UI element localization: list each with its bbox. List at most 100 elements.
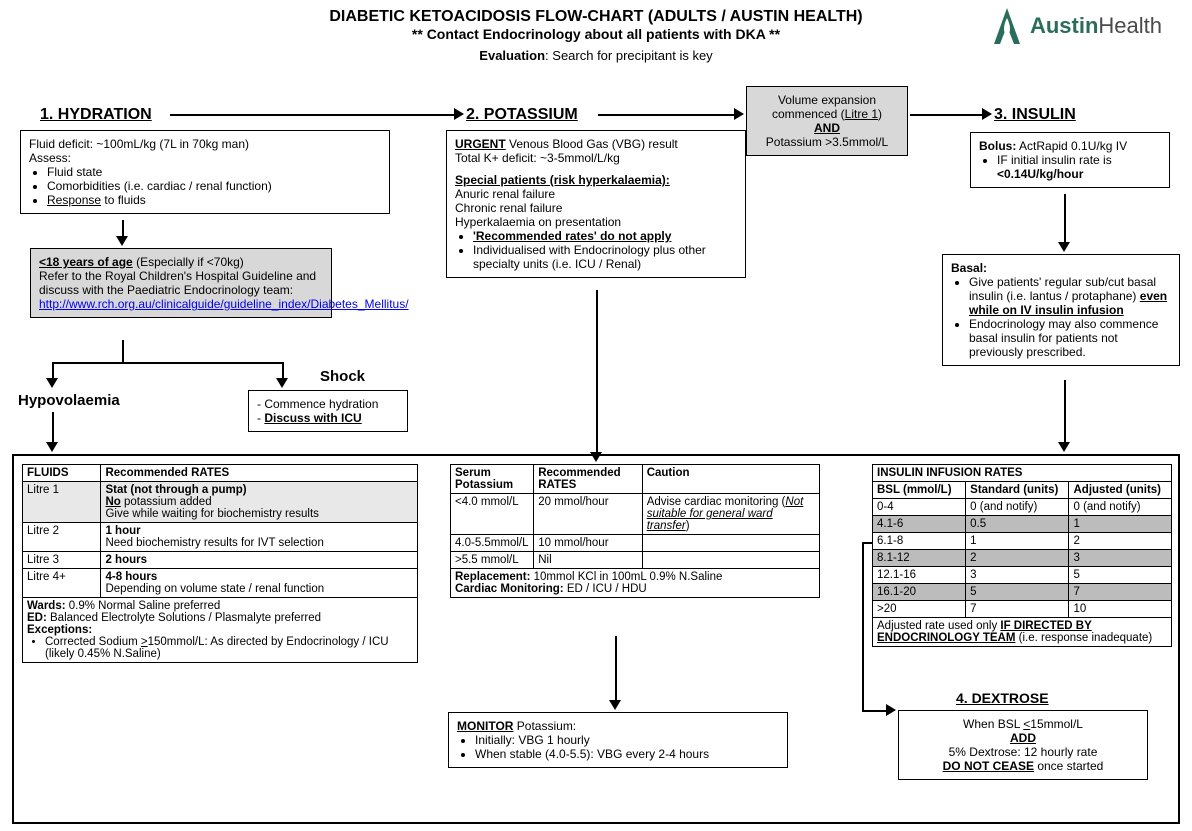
arrowhead-1-to-2 — [454, 108, 464, 120]
arrow-2-to-gate — [598, 114, 736, 116]
fluids-footer: Wards: 0.9% Normal Saline preferred ED: … — [23, 598, 418, 663]
fluids-h2: Recommended RATES — [101, 465, 418, 482]
potassium-sp-b2: Individualised with Endocrinology plus o… — [473, 243, 737, 271]
insulin-cell: 0 (and notify) — [966, 499, 1069, 516]
k-r1c1: <4.0 mmol/L — [451, 494, 534, 535]
potassium-sp3: Hyperkalaemia on presentation — [455, 215, 737, 229]
hydration-b1: Fluid state — [47, 165, 381, 179]
insulin-cell: >20 — [873, 601, 966, 618]
dextrose-box: When BSL <15mmol/L ADD 5% Dextrose: 12 h… — [898, 710, 1148, 780]
k-r3c2: Nil — [534, 552, 642, 569]
hydration-b3: Response to fluids — [47, 193, 381, 207]
arrow-split-h — [52, 362, 282, 364]
u18-l2: Refer to the Royal Children's Hospital G… — [39, 269, 323, 297]
fluids-r3c1: Litre 3 — [23, 552, 101, 569]
logo-sub: Health — [1098, 13, 1162, 38]
arrow-1-to-2 — [170, 114, 456, 116]
monitor-box: MONITOR Potassium: Initially: VBG 1 hour… — [448, 712, 788, 768]
k-h2: Recommended RATES — [534, 465, 642, 494]
insulin-cell: 0-4 — [873, 499, 966, 516]
k-r2c3 — [642, 535, 819, 552]
dextrose-l2: 5% Dextrose: 12 hourly rate — [907, 745, 1139, 759]
insulin-cell: 5 — [1069, 567, 1172, 584]
hypovolaemia-label: Hypovolaemia — [18, 392, 120, 409]
potassium-sp1: Anuric renal failure — [455, 187, 737, 201]
insulin-cell: 3 — [966, 567, 1069, 584]
arrow-hypo-down — [52, 412, 54, 444]
k-r2c2: 10 mmol/hour — [534, 535, 642, 552]
fluids-r1c2: Stat (not through a pump) No potassium a… — [101, 482, 418, 523]
under18-box: <18 years of age (Especially if <70kg) R… — [30, 248, 332, 318]
arrowhead-2-to-gate — [734, 108, 744, 120]
fluids-r1c1: Litre 1 — [23, 482, 101, 523]
k-r3c3 — [642, 552, 819, 569]
insulin-cell: 0.5 — [966, 516, 1069, 533]
arrowhead-gate-to-3 — [982, 108, 992, 120]
austin-logo-icon — [990, 6, 1024, 46]
insulin-cell: 12.1-16 — [873, 567, 966, 584]
potassium-sp-b1: 'Recommended rates' do not apply — [473, 229, 737, 243]
k-h1: Serum Potassium — [451, 465, 534, 494]
arrowhead-k-monitor — [609, 700, 621, 710]
ins-h1: BSL (mmol/L) — [873, 482, 966, 499]
arrowhead-split-right — [276, 378, 288, 388]
arrow-potassium-down — [596, 290, 598, 454]
fluids-table: FLUIDSRecommended RATES Litre 1 Stat (no… — [22, 464, 418, 663]
insulin-table-footer: Adjusted rate used only IF DIRECTED BY E… — [873, 618, 1172, 647]
arrow-ins-dex-h — [862, 710, 888, 712]
insulin-cell: 2 — [1069, 533, 1172, 550]
arrowhead-split-left — [46, 378, 58, 388]
basal-label: Basal: — [951, 261, 987, 275]
hydration-assess: Assess: — [29, 151, 381, 165]
gate-box: Volume expansion commenced (Litre 1) AND… — [746, 86, 908, 156]
arrow-k-monitor — [615, 636, 617, 702]
insulin-table: INSULIN INFUSION RATES BSL (mmol/L)Stand… — [872, 464, 1172, 647]
arrow-bolus-basal — [1064, 194, 1066, 244]
fluids-h1: FLUIDS — [23, 465, 101, 482]
evaluation-line: Evaluation: Search for precipitant is ke… — [0, 48, 1192, 63]
fluids-r4c1: Litre 4+ — [23, 569, 101, 598]
insulin-cell: 1 — [1069, 516, 1172, 533]
section-3-insulin: 3. INSULIN — [994, 106, 1076, 124]
u18-rest: (Especially if <70kg) — [133, 255, 244, 269]
potassium-box: URGENT Venous Blood Gas (VBG) result Tot… — [446, 130, 746, 278]
logo-main: Austin — [1030, 13, 1098, 38]
monitor-b2: When stable (4.0-5.5): VBG every 2-4 hou… — [475, 747, 779, 761]
hydration-b3-post: to fluids — [101, 193, 146, 207]
insulin-bolus-line: Bolus: ActRapid 0.1U/kg IV — [979, 139, 1161, 153]
insulin-bolus-b: IF initial insulin rate is<0.14U/kg/hour — [997, 153, 1161, 181]
u18-lead: <18 years of age — [39, 255, 133, 269]
k-footer: Replacement: 10mmol KCl in 100mL 0.9% N.… — [451, 569, 820, 598]
shock-box: - Commence hydration - Discuss with ICU — [248, 390, 408, 432]
arrow-ins-dex-top — [862, 542, 872, 544]
arrow-basal-down — [1064, 380, 1066, 444]
insulin-cell: 0 (and notify) — [1069, 499, 1172, 516]
fluids-r2c2: 1 hourNeed biochemistry results for IVT … — [101, 523, 418, 552]
fluids-r2c1: Litre 2 — [23, 523, 101, 552]
arrowhead-hypo-down — [46, 442, 58, 452]
shock-label: Shock — [320, 368, 365, 385]
hydration-box: Fluid deficit: ~100mL/kg (7L in 70kg man… — [20, 130, 390, 214]
potassium-table: Serum PotassiumRecommended RATESCaution … — [450, 464, 820, 598]
potassium-special-h: Special patients (risk hyperkalaemia): — [455, 173, 670, 187]
ins-h3: Adjusted (units) — [1069, 482, 1172, 499]
k-r2c1: 4.0-5.5mmol/L — [451, 535, 534, 552]
dextrose-l3: DO NOT CEASE once started — [907, 759, 1139, 773]
insulin-bolus-box: Bolus: ActRapid 0.1U/kg IV IF initial in… — [970, 132, 1170, 188]
hydration-b2: Comorbidities (i.e. cardiac / renal func… — [47, 179, 381, 193]
k-r1c3: Advise cardiac monitoring (Not suitable … — [642, 494, 819, 535]
insulin-cell: 10 — [1069, 601, 1172, 618]
u18-link[interactable]: http://www.rch.org.au/clinicalguide/guid… — [39, 297, 409, 311]
arrow-u18-down — [122, 340, 124, 362]
ins-h2: Standard (units) — [966, 482, 1069, 499]
basal-b2: Endocrinology may also commence basal in… — [969, 317, 1171, 359]
gate-and: AND — [814, 121, 840, 135]
section-1-hydration: 1. HYDRATION — [40, 106, 152, 124]
gate-l1: Volume expansion commenced (Litre 1) — [755, 93, 899, 121]
insulin-cell: 4.1-6 — [873, 516, 966, 533]
logo-text: AustinHealth — [1030, 13, 1162, 39]
potassium-sp2: Chronic renal failure — [455, 201, 737, 215]
hydration-b3-pre: Response — [47, 193, 101, 207]
potassium-deficit: Total K+ deficit: ~3-5mmol/L/kg — [455, 151, 737, 165]
insulin-basal-box: Basal: Give patients' regular sub/cut ba… — [942, 254, 1180, 366]
